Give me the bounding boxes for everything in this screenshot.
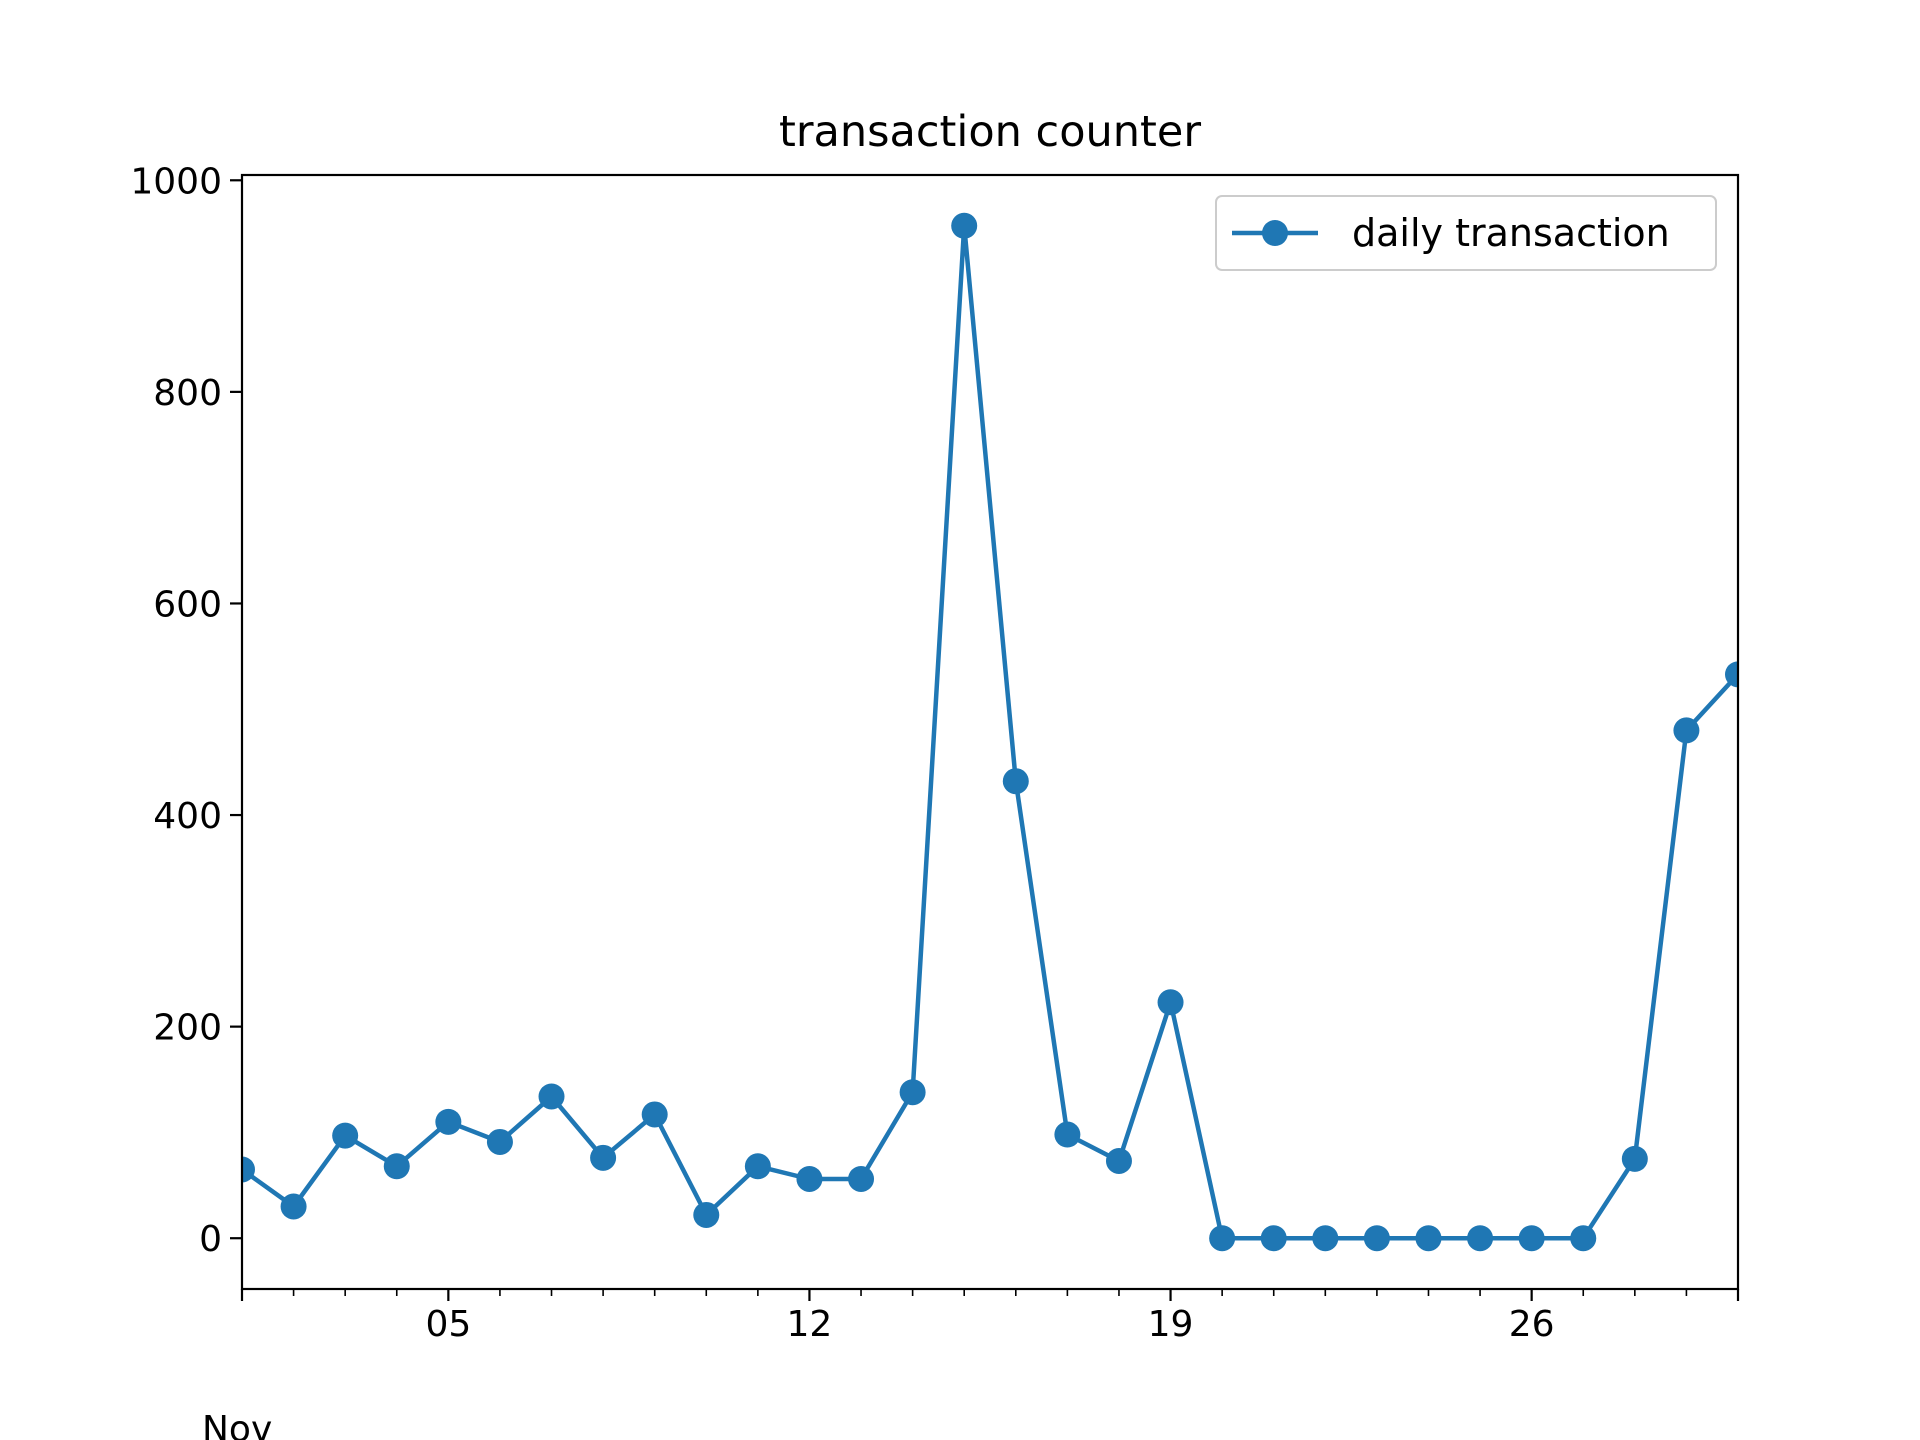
data-point — [538, 1083, 565, 1110]
y-tick-label: 1000 — [130, 161, 222, 202]
y-tick-label: 0 — [199, 1219, 222, 1260]
y-tick-label: 400 — [153, 796, 222, 837]
data-point — [332, 1122, 359, 1149]
legend: daily transaction — [1215, 195, 1717, 271]
data-point — [486, 1128, 513, 1155]
data-point — [280, 1193, 307, 1220]
x-tick-label: 26 — [1509, 1304, 1555, 1345]
data-point — [1673, 717, 1700, 744]
y-tick-label: 600 — [153, 584, 222, 625]
legend-point-marker — [1262, 220, 1288, 246]
data-point — [1054, 1121, 1081, 1148]
data-point — [848, 1165, 875, 1192]
data-point — [1570, 1225, 1597, 1252]
x-tick-label: 05 — [425, 1304, 471, 1345]
x-tick-label: 19 — [1148, 1304, 1194, 1345]
chart-title: transaction counter — [779, 107, 1201, 157]
data-point — [1105, 1147, 1132, 1174]
data-point — [951, 212, 978, 239]
legend-entry-daily-transaction: daily transaction — [1352, 211, 1670, 255]
data-point — [383, 1153, 410, 1180]
data-point — [1002, 768, 1029, 795]
data-point — [242, 1156, 255, 1183]
series-daily-transaction — [242, 212, 1738, 1252]
data-point — [1312, 1225, 1339, 1252]
data-point — [1209, 1225, 1236, 1252]
data-point — [1363, 1225, 1390, 1252]
plot-area — [242, 212, 1738, 1252]
data-point — [1621, 1145, 1648, 1172]
y-axis: 0 200 400 600 800 1000 — [130, 161, 242, 1260]
y-tick-label: 800 — [153, 373, 222, 414]
data-point — [641, 1101, 668, 1128]
legend-box — [1215, 195, 1717, 271]
data-point — [1415, 1225, 1442, 1252]
data-point — [1260, 1225, 1287, 1252]
data-point — [435, 1108, 462, 1135]
data-point — [744, 1153, 771, 1180]
data-point — [899, 1079, 926, 1106]
data-point — [590, 1144, 617, 1171]
x-axis: 05 12 19 26 — [240, 1289, 1740, 1345]
data-point — [796, 1165, 823, 1192]
data-point — [1518, 1225, 1545, 1252]
x-tick-label: 12 — [787, 1304, 833, 1345]
data-point — [693, 1201, 720, 1228]
data-point — [1725, 661, 1738, 688]
axes-frame — [240, 173, 1740, 1291]
x-axis-month-label: Nov — [202, 1409, 272, 1440]
data-point — [1157, 989, 1184, 1016]
y-tick-label: 200 — [153, 1008, 222, 1049]
data-point — [1467, 1225, 1494, 1252]
